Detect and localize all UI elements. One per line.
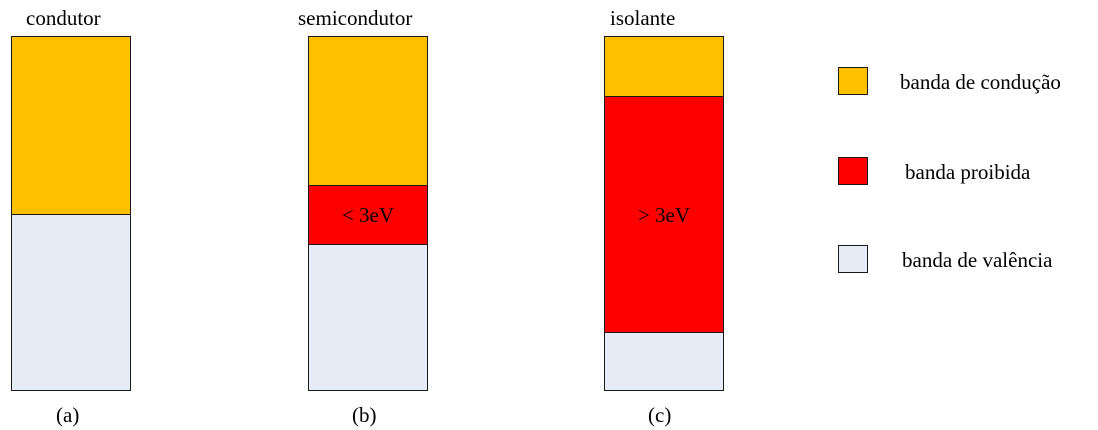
valence-band (12, 214, 130, 390)
band-gap-label: < 3eV (341, 203, 395, 227)
band-column-isolante: > 3eV (604, 36, 724, 391)
conduction-band (605, 37, 723, 96)
legend-label-forbidden: banda proibida (905, 160, 1031, 184)
legend-swatch-forbidden (838, 157, 868, 185)
column-title-condutor: condutor (26, 6, 101, 30)
conduction-band (309, 37, 427, 185)
band-gap-label: > 3eV (637, 202, 691, 227)
valence-band (309, 244, 427, 390)
legend-swatch-conduction (838, 67, 868, 95)
forbidden-band: < 3eV (309, 185, 427, 244)
column-title-isolante: isolante (610, 6, 676, 30)
legend-label-valence: banda de valência (902, 248, 1053, 272)
band-column-condutor (11, 36, 131, 391)
column-caption-b: (b) (352, 403, 377, 427)
legend-swatch-valence (838, 245, 868, 273)
valence-band (605, 332, 723, 390)
column-title-semicondutor: semicondutor (298, 6, 413, 30)
conduction-band (12, 37, 130, 214)
legend-label-conduction: banda de condução (900, 70, 1061, 94)
forbidden-band: > 3eV (605, 96, 723, 332)
column-caption-c: (c) (648, 403, 672, 427)
column-caption-a: (a) (56, 403, 80, 427)
band-column-semicondutor: < 3eV (308, 36, 428, 391)
